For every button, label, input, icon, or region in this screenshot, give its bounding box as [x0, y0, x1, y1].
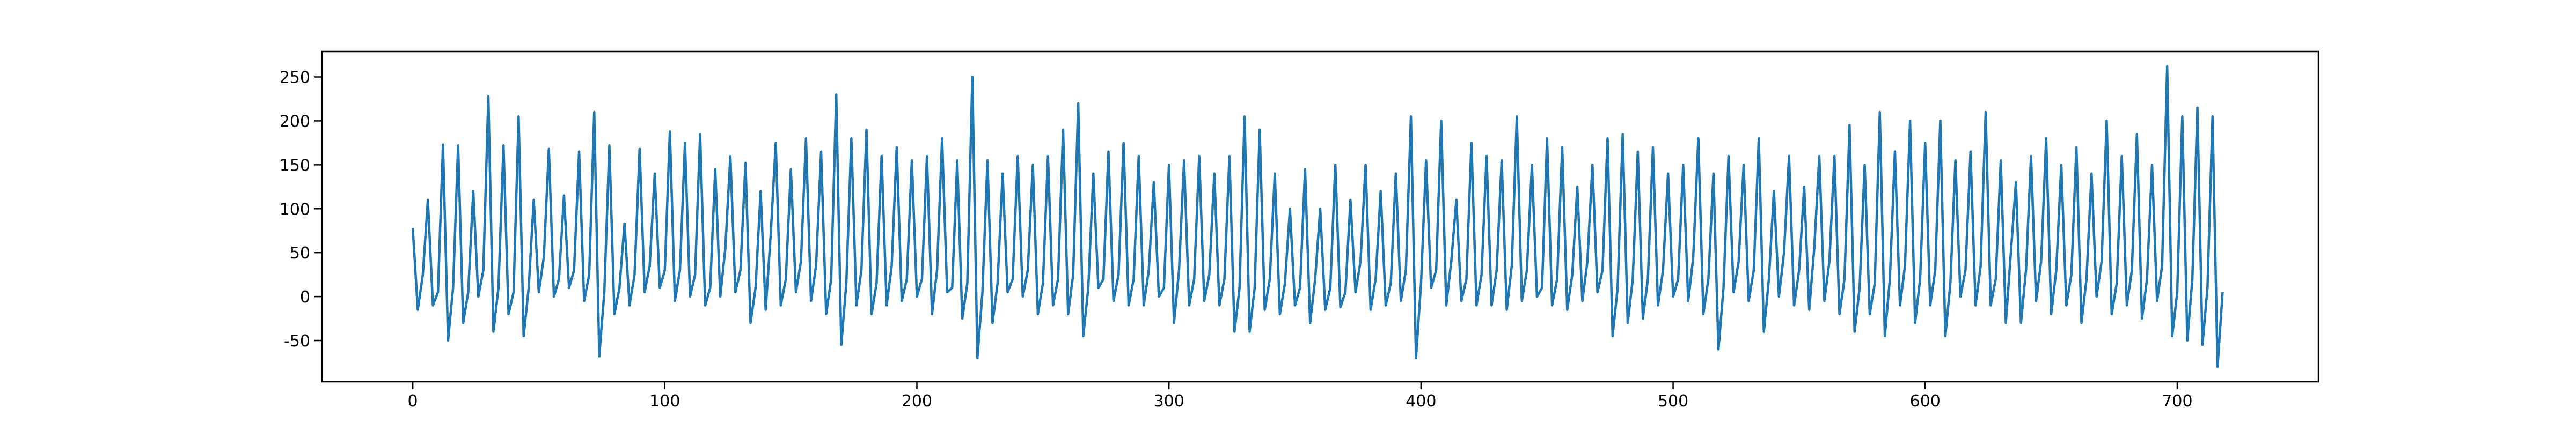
x-tick-label: 300	[1154, 392, 1184, 411]
data-line	[411, 65, 2224, 368]
y-tick-label: 250	[280, 69, 310, 87]
x-tick-label: 0	[408, 392, 418, 411]
y-tick-label: 200	[280, 112, 310, 131]
x-tick-label: 100	[649, 392, 680, 411]
x-tick-label: 700	[2162, 392, 2192, 411]
x-tick-label: 200	[902, 392, 932, 411]
y-tick-label: -50	[284, 332, 310, 351]
y-tick-label: 100	[280, 200, 310, 219]
y-tick-label: 150	[280, 156, 310, 175]
x-tick-label: 600	[1910, 392, 1941, 411]
y-tick-label: 50	[290, 244, 310, 263]
x-tick-label: 500	[1658, 392, 1688, 411]
x-tick-label: 400	[1406, 392, 1436, 411]
y-tick-label: 0	[300, 288, 310, 307]
axes-frame	[321, 50, 2319, 383]
